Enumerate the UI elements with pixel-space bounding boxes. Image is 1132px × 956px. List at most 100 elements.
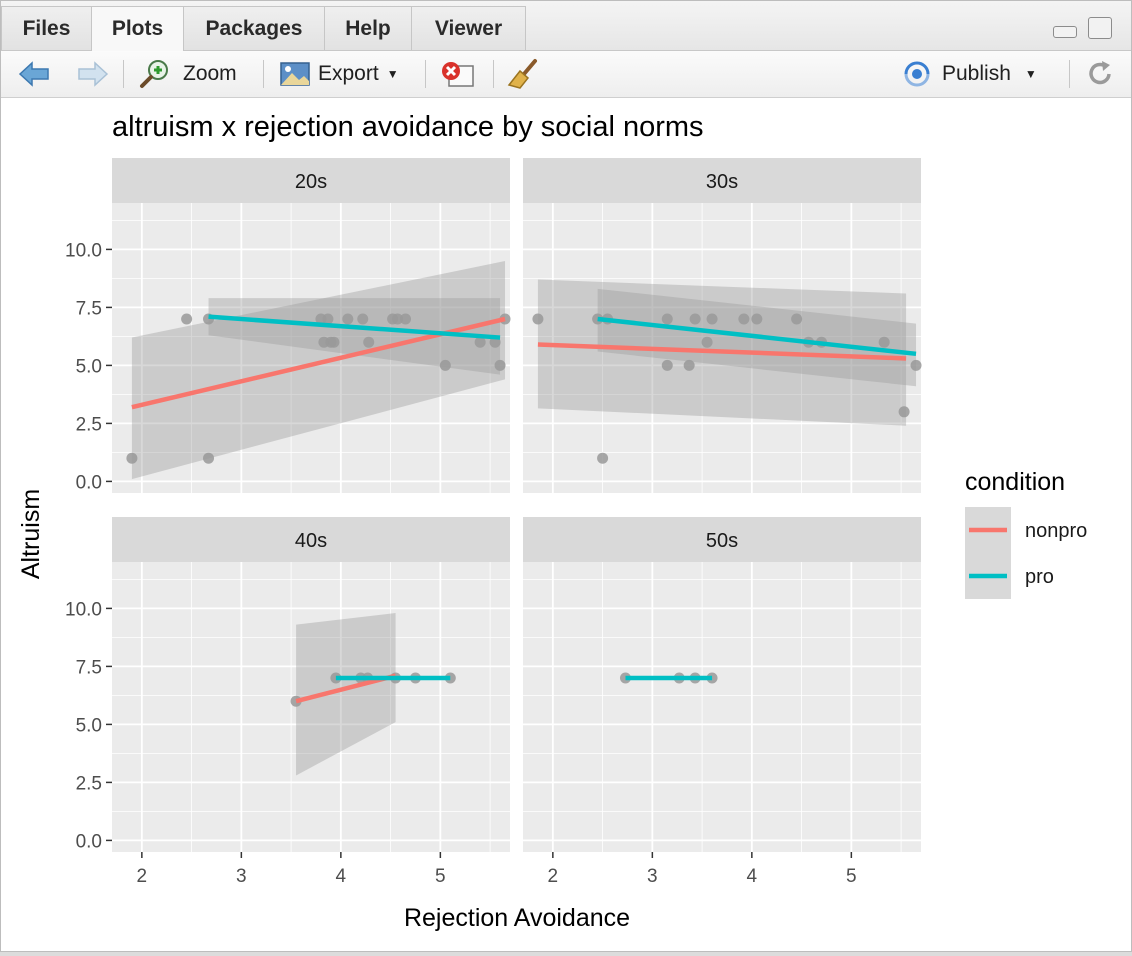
tab-help[interactable]: Help	[324, 6, 412, 50]
zoom-label: Zoom	[183, 62, 237, 85]
y-tick-label: 7.5	[76, 657, 102, 678]
y-tick-label: 5.0	[76, 356, 102, 377]
data-point	[322, 313, 334, 325]
tab-viewer[interactable]: Viewer	[411, 6, 526, 50]
data-point	[532, 313, 544, 325]
data-point	[661, 359, 673, 371]
clear-all-plots-button[interactable]	[507, 51, 541, 97]
toolbar-divider	[493, 60, 494, 88]
facet-strip	[112, 517, 510, 562]
data-point	[689, 313, 701, 325]
data-point	[791, 313, 803, 325]
plot-viewer: altruism x rejection avoidance by social…	[1, 98, 1131, 951]
chart-title: altruism x rejection avoidance by social…	[112, 111, 704, 143]
chevron-down-icon: ▼	[386, 67, 399, 81]
data-point	[126, 452, 138, 464]
x-tick-label: 2	[137, 866, 148, 887]
publish-icon	[904, 61, 930, 87]
data-point	[342, 313, 354, 325]
x-tick-label: 3	[236, 866, 247, 887]
x-tick-label: 4	[747, 866, 758, 887]
data-point	[910, 359, 922, 371]
forward-arrow-icon[interactable]	[76, 51, 110, 97]
fit-line-pro	[208, 314, 501, 340]
data-point	[474, 336, 486, 348]
data-point	[328, 336, 340, 348]
x-tick-label: 2	[548, 866, 559, 887]
faceted-scatter-chart: altruism x rejection avoidance by social…	[17, 111, 1087, 932]
data-point	[494, 359, 506, 371]
remove-plot-button[interactable]	[439, 51, 475, 97]
facet-strip	[523, 517, 921, 562]
confidence-band-nonpro	[131, 261, 506, 480]
broom-icon	[507, 59, 537, 89]
y-tick-label: 5.0	[76, 715, 102, 736]
export-image-icon	[280, 62, 310, 86]
data-point	[203, 452, 215, 464]
tab-files[interactable]: Files	[1, 6, 92, 50]
data-point	[701, 336, 713, 348]
data-point	[363, 336, 375, 348]
y-tick-label: 10.0	[65, 240, 102, 261]
data-point	[738, 313, 750, 325]
legend-label-pro: pro	[1025, 566, 1054, 588]
data-point	[661, 313, 673, 325]
pane-tab-bar: Files Plots Packages Help Viewer	[1, 1, 1131, 51]
facet-label: 50s	[706, 530, 738, 552]
data-point	[898, 406, 910, 418]
confidence-band-nonpro	[296, 613, 396, 776]
zoom-button[interactable]: Zoom	[139, 51, 237, 97]
facet-label: 30s	[706, 171, 738, 193]
data-point	[392, 313, 404, 325]
publish-menu-button[interactable]: Publish ▼	[900, 51, 1037, 97]
magnifier-icon	[140, 60, 168, 88]
panel-background	[112, 562, 510, 852]
maximize-icon[interactable]	[1088, 17, 1112, 39]
y-tick-label: 7.5	[76, 298, 102, 319]
toolbar-divider	[263, 60, 264, 88]
minimize-icon[interactable]	[1053, 26, 1077, 38]
panel-background	[112, 203, 510, 493]
data-point	[597, 452, 609, 464]
data-point	[357, 313, 369, 325]
fit-line-nonpro	[537, 342, 907, 361]
y-tick-label: 2.5	[76, 414, 102, 435]
x-tick-label: 3	[647, 866, 658, 887]
confidence-band-pro	[208, 298, 501, 375]
y-tick-label: 2.5	[76, 773, 102, 794]
tab-plots[interactable]: Plots	[91, 6, 184, 51]
refresh-icon	[1089, 61, 1111, 85]
refresh-button[interactable]	[1084, 51, 1116, 97]
facet-strip	[112, 158, 510, 203]
plots-toolbar: Zoom Export ▼ Publish ▼	[1, 51, 1131, 98]
x-tick-label: 5	[846, 866, 857, 887]
toolbar-divider	[425, 60, 426, 88]
tab-packages[interactable]: Packages	[183, 6, 325, 50]
x-tick-label: 5	[435, 866, 446, 887]
y-tick-label: 0.0	[76, 831, 102, 852]
chevron-down-icon: ▼	[1024, 67, 1037, 81]
export-label: Export	[318, 62, 379, 85]
data-point	[400, 313, 412, 325]
data-point	[181, 313, 193, 325]
remove-plot-icon	[442, 62, 474, 87]
y-axis-title: Altruism	[17, 489, 45, 579]
fit-line-pro	[597, 316, 917, 357]
toolbar-divider	[1069, 60, 1070, 88]
x-axis-title: Rejection Avoidance	[404, 904, 630, 932]
publish-label: Publish	[942, 62, 1011, 85]
export-menu-button[interactable]: Export ▼	[278, 51, 399, 97]
data-point	[439, 359, 451, 371]
data-point	[878, 336, 890, 348]
data-point	[683, 359, 695, 371]
x-tick-label: 4	[336, 866, 347, 887]
facet-label: 40s	[295, 530, 327, 552]
y-tick-label: 10.0	[65, 599, 102, 620]
y-tick-label: 0.0	[76, 472, 102, 493]
facet-label: 20s	[295, 171, 327, 193]
panel-background	[523, 562, 921, 852]
back-arrow-icon[interactable]	[17, 51, 51, 97]
data-point	[706, 313, 718, 325]
legend-label-nonpro: nonpro	[1025, 520, 1087, 542]
